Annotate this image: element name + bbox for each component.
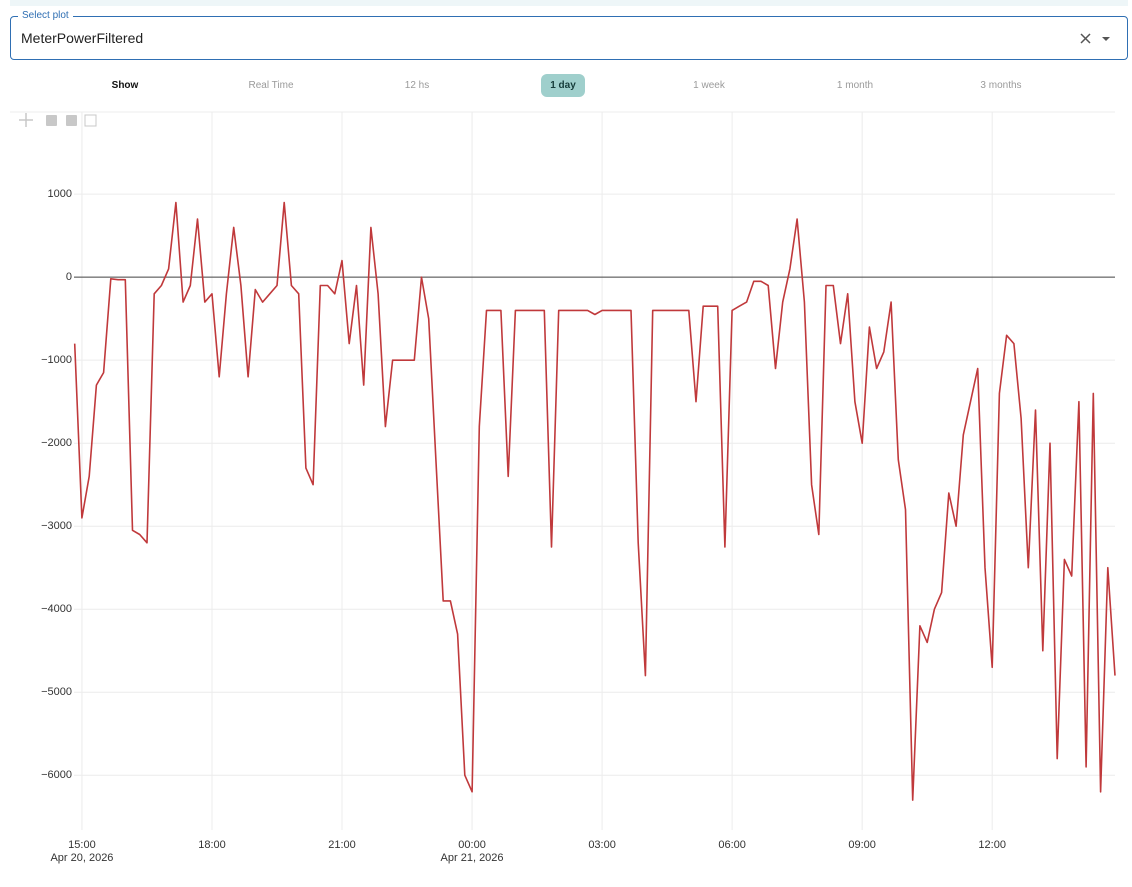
range-button-text: 1 day bbox=[541, 74, 585, 97]
range-button[interactable]: 1 month bbox=[836, 80, 874, 91]
range-button[interactable]: 1 week bbox=[693, 80, 725, 91]
reset-icon[interactable] bbox=[84, 114, 97, 127]
y-tick-label: −5000 bbox=[41, 686, 72, 698]
range-label: Show bbox=[111, 80, 139, 91]
data-line bbox=[73, 201, 1116, 801]
modebar bbox=[19, 113, 97, 127]
dropdown-icon[interactable] bbox=[1102, 37, 1110, 41]
range-button[interactable]: 3 months bbox=[980, 80, 1022, 91]
y-tick-label: −1000 bbox=[41, 354, 72, 366]
top-strip bbox=[10, 0, 1128, 6]
clear-icon[interactable] bbox=[1080, 33, 1091, 44]
y-tick-label: −4000 bbox=[41, 603, 72, 615]
y-tick-label: 1000 bbox=[48, 188, 72, 200]
range-button[interactable]: 1 day bbox=[490, 74, 636, 97]
x-tick-label: 03:00 bbox=[588, 839, 616, 851]
select-label: Select plot bbox=[18, 10, 73, 21]
x-tick-sublabel: Apr 20, 2026 bbox=[50, 852, 113, 864]
pan-icon[interactable] bbox=[19, 113, 33, 127]
zoom-in-icon[interactable] bbox=[46, 115, 57, 126]
y-tick-label: −2000 bbox=[41, 437, 72, 449]
zoom-out-icon[interactable] bbox=[66, 115, 77, 126]
y-tick-label: −3000 bbox=[41, 520, 72, 532]
x-tick-label: 00:00 bbox=[458, 839, 486, 851]
select-icons bbox=[1080, 33, 1110, 44]
range-button[interactable]: 12 hs bbox=[404, 80, 430, 91]
y-tick-label: −6000 bbox=[41, 769, 72, 781]
x-tick-label: 09:00 bbox=[848, 839, 876, 851]
x-tick-label: 15:00 bbox=[68, 839, 96, 851]
x-tick-sublabel: Apr 21, 2026 bbox=[441, 852, 504, 864]
y-tick-label: 0 bbox=[66, 271, 72, 283]
x-tick-label: 21:00 bbox=[328, 839, 356, 851]
x-tick-label: 12:00 bbox=[978, 839, 1006, 851]
range-buttons: Show Real Time 12 hs 1 day 1 week 1 month 3 m… bbox=[52, 74, 1074, 97]
range-button[interactable]: Real Time bbox=[248, 80, 294, 91]
select-value: MeterPowerFiltered bbox=[21, 30, 144, 46]
x-tick-label: 06:00 bbox=[718, 839, 746, 851]
plot-select[interactable]: Select plot MeterPowerFiltered bbox=[10, 10, 1128, 60]
x-tick-label: 18:00 bbox=[198, 839, 226, 851]
